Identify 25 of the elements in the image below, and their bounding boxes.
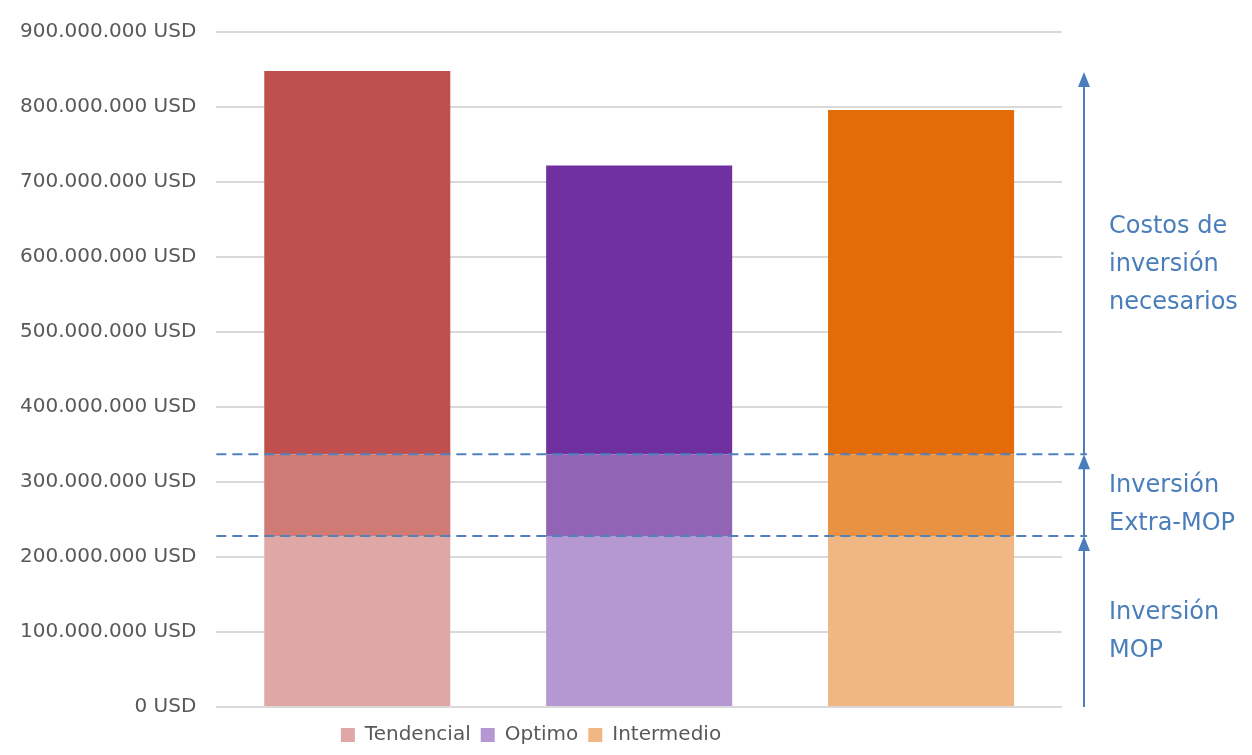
bar [264,454,451,536]
y-tick-label: 0 USD [134,693,197,718]
bar [828,536,1015,706]
legend-label: Intermedio [612,721,722,746]
text: Inversión Extra-MOP [1109,469,1237,539]
bar [264,71,451,455]
bar [828,454,1015,536]
text: Costos de inversión necesarios [1109,210,1239,318]
legend-label: Optimo [504,721,579,746]
y-tick-label: 900.000.000 USD [20,18,197,43]
legend-label: Tendencial [363,721,471,746]
y-tick-label: 400.000.000 USD [20,393,197,418]
text: Inversión MOP [1109,595,1221,665]
y-tick-label: 200.000.000 USD [20,543,197,568]
bar [828,110,1015,455]
y-tick-label: 700.000.000 USD [20,168,197,193]
bar [546,536,733,706]
y-tick-label: 100.000.000 USD [20,618,197,643]
bar [264,536,451,706]
y-tick-label: 300.000.000 USD [20,468,197,493]
y-tick-label: 500.000.000 USD [20,318,197,343]
y-tick-label: 800.000.000 USD [20,93,197,118]
bar [546,165,733,455]
y-tick-label: 600.000.000 USD [20,243,197,268]
bar [546,454,733,536]
